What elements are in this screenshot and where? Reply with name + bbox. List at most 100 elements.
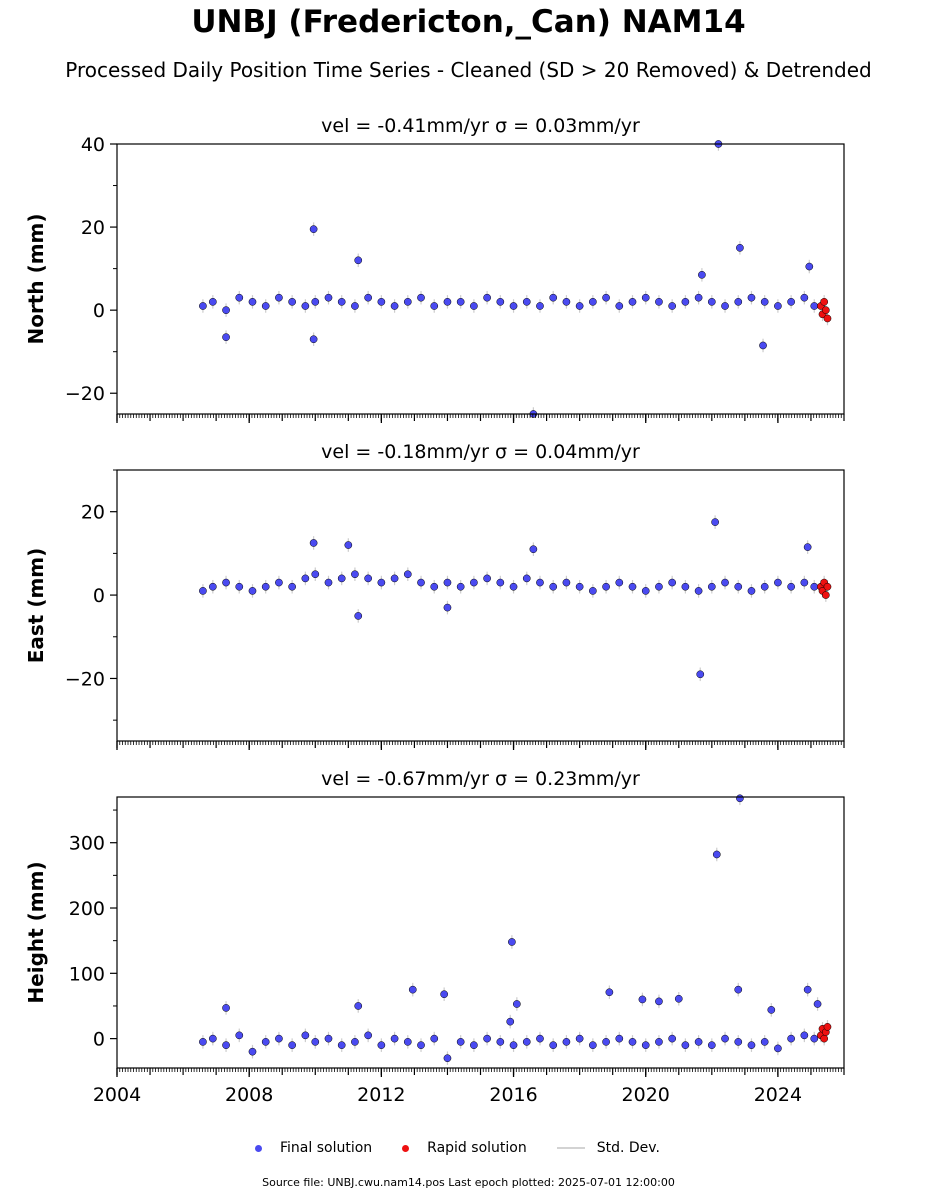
final-point [301, 302, 310, 310]
final-point [506, 1017, 515, 1026]
final-point [721, 1034, 729, 1043]
final-point [403, 570, 412, 579]
final-point [509, 302, 518, 310]
final-point [803, 985, 812, 994]
final-point [261, 582, 270, 591]
final-point [288, 582, 296, 591]
final-point [248, 587, 257, 595]
x-tick-label: 2012 [357, 1084, 405, 1106]
final-point [509, 1041, 518, 1049]
std-dev-bars-height [202, 797, 829, 1065]
final-point [774, 302, 782, 310]
y-tick-label-north: 20 [81, 217, 105, 239]
final-point [261, 1038, 270, 1046]
final-point [549, 582, 558, 591]
final-point [483, 293, 491, 302]
final-point [324, 1034, 333, 1043]
final-point [456, 1038, 465, 1046]
final-series-east [199, 518, 819, 679]
final-point [668, 578, 677, 587]
panel-title-north: vel = -0.41mm/yr σ = 0.03mm/yr [321, 115, 640, 137]
final-point [456, 582, 465, 591]
y-tick-label-north: 40 [81, 134, 105, 156]
final-point [589, 587, 597, 595]
panel-north: vel = -0.41mm/yr σ = 0.03mm/yr North (mm)… [24, 115, 845, 423]
final-point [668, 302, 677, 310]
final-point [309, 539, 318, 547]
final-point [311, 570, 320, 579]
std-dev-bars-north [202, 144, 829, 414]
final-point [351, 1038, 359, 1046]
final-point [529, 545, 538, 554]
final-point [810, 1034, 819, 1043]
final-series-height [199, 794, 822, 1063]
final-point [736, 243, 744, 252]
std-dev-bars-east [202, 515, 829, 682]
final-point [470, 578, 478, 587]
final-point [681, 582, 690, 591]
x-tick-label: 2008 [225, 1084, 273, 1106]
final-point [377, 1041, 386, 1049]
panel-title-height: vel = -0.67mm/yr σ = 0.23mm/yr [321, 768, 640, 790]
final-point [536, 578, 544, 587]
source-footer: Source file: UNBJ.cwu.nam14.pos Last epo… [262, 1176, 675, 1189]
rapid-point [820, 1034, 829, 1043]
final-point [707, 297, 716, 306]
rapid-point [823, 582, 832, 591]
final-point [344, 541, 353, 549]
y-tick-label-east: −20 [65, 668, 105, 690]
final-point [430, 582, 439, 591]
final-point [707, 582, 716, 591]
final-point [628, 1038, 637, 1046]
final-point [694, 1038, 703, 1046]
final-point [767, 1006, 776, 1014]
final-point [694, 587, 703, 595]
final-point [483, 1034, 491, 1043]
final-point [496, 297, 505, 306]
rapid-point [821, 591, 830, 599]
final-point [681, 1041, 690, 1049]
final-point [509, 582, 518, 591]
final-point [774, 1044, 782, 1053]
final-point [615, 302, 624, 310]
final-point [456, 297, 465, 306]
final-point [288, 297, 296, 306]
final-point [235, 293, 244, 302]
final-point [760, 582, 769, 591]
final-point [628, 297, 637, 306]
rapid-point [823, 314, 832, 323]
final-point [787, 1034, 795, 1043]
final-point [337, 297, 346, 306]
x-tick-label: 2024 [754, 1084, 802, 1106]
final-point [443, 1054, 452, 1063]
final-point [575, 302, 584, 310]
final-point [787, 297, 795, 306]
final-point [549, 293, 558, 302]
final-point [736, 794, 744, 803]
y-tick-label-north: 0 [93, 300, 105, 322]
final-point [602, 582, 610, 591]
chart-subtitle: Processed Daily Position Time Series - C… [65, 58, 872, 82]
final-point [309, 225, 318, 234]
final-point [522, 297, 531, 306]
final-point [443, 578, 452, 587]
final-point [309, 335, 318, 344]
final-point [810, 582, 819, 591]
final-point [800, 1031, 809, 1040]
final-point [575, 1034, 584, 1043]
rapid-point [821, 306, 830, 315]
chart-title: UNBJ (Fredericton,_Can) NAM14 [191, 4, 746, 40]
final-point [549, 1041, 558, 1049]
final-point [641, 1041, 650, 1049]
final-point [430, 302, 439, 310]
rapid-series-north [817, 297, 832, 323]
final-point [208, 297, 217, 306]
final-point [674, 994, 683, 1003]
plot-frame-height [116, 796, 845, 1069]
final-point [813, 1000, 822, 1008]
final-point [408, 985, 417, 994]
final-point [562, 1038, 571, 1046]
final-point [562, 578, 571, 587]
final-point [707, 1041, 716, 1049]
